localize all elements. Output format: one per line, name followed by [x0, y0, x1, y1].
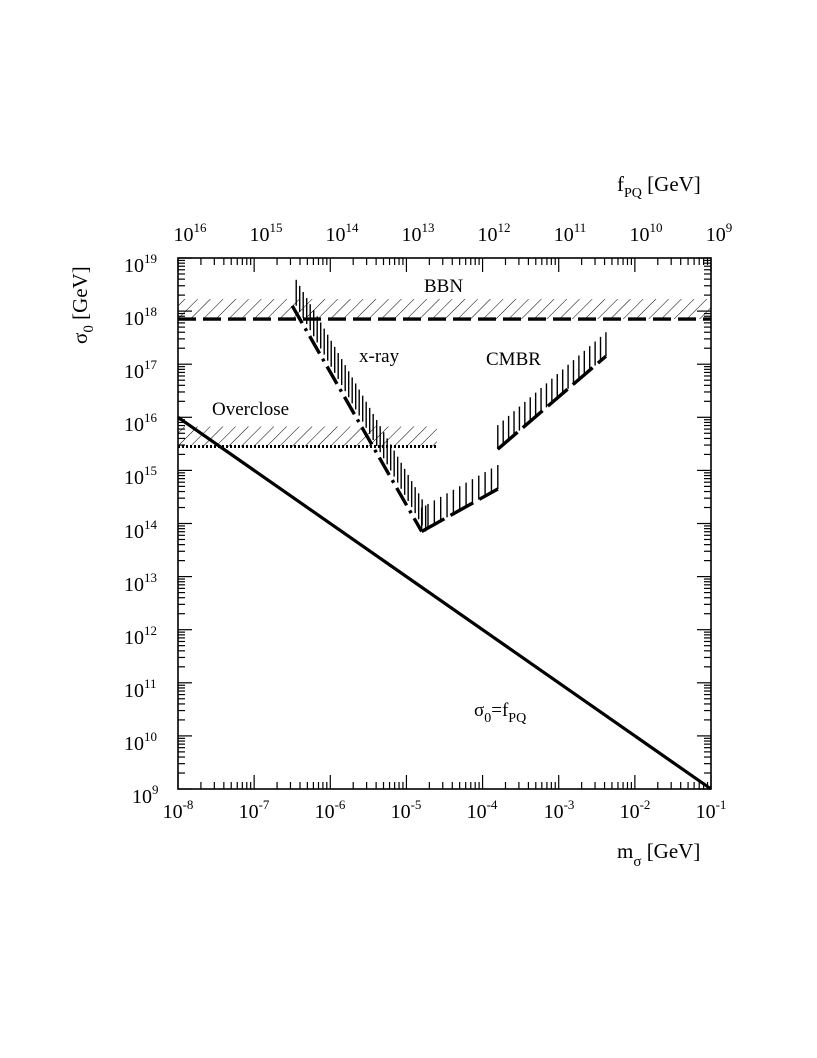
- y-tick-label: 1012: [124, 623, 157, 649]
- y-tick-label: 1016: [124, 410, 158, 436]
- x-tick-label: 10-3: [544, 797, 575, 823]
- hatch-band: [178, 426, 437, 447]
- x-tick-label: 10-2: [620, 797, 651, 823]
- top-tick-labels: 1016 1015 1014 1013 1012 1011 1010 109: [174, 220, 733, 246]
- plot-marks: [177, 279, 712, 791]
- top-tick-label: 109: [706, 220, 733, 246]
- x-tick-label: 10-1: [696, 797, 727, 823]
- series-line-long-dash: [496, 354, 608, 451]
- top-tick-label: 1012: [478, 220, 511, 246]
- top-tick-label: 1015: [250, 220, 283, 246]
- y-tick-label: 109: [132, 782, 159, 808]
- plot-frame: [177, 257, 712, 790]
- y-tick-label: 1010: [124, 729, 157, 755]
- y-axis-title: σ0 [GeV]: [68, 266, 97, 344]
- top-tick-label: 1010: [630, 220, 663, 246]
- x-tick-label: 10-8: [163, 797, 194, 823]
- bbn-label: BBN: [424, 276, 463, 297]
- x-tick-label: 10-5: [391, 797, 422, 823]
- x-tick-labels: 10-8 10-7 10-6 10-5 10-4 10-3 10-2 10-1: [163, 797, 727, 823]
- x-tick-label: 10-6: [315, 797, 346, 823]
- y-tick-label: 1019: [124, 251, 157, 277]
- xray-label: x-ray: [359, 346, 400, 367]
- line-label: σ0=fPQ: [474, 700, 526, 726]
- y-tick-label: 1014: [124, 517, 158, 543]
- x-tick-label: 10-4: [467, 797, 498, 823]
- top-tick-label: 1011: [554, 220, 587, 246]
- cmbr-label: CMBR: [486, 349, 541, 370]
- top-tick-label: 1016: [174, 220, 208, 246]
- top-tick-label: 1014: [326, 220, 360, 246]
- y-tick-label: 1017: [124, 357, 158, 383]
- y-tick-label: 1018: [124, 304, 157, 330]
- top-tick-label: 1013: [402, 220, 435, 246]
- top-axis-title: fPQ [GeV]: [617, 172, 701, 201]
- axis-ticks: [177, 257, 712, 790]
- y-tick-label: 1015: [124, 463, 157, 489]
- x-axis-title: mσ [GeV]: [617, 839, 700, 870]
- series-line-dash-dot: [290, 304, 424, 533]
- series-line-solid: [177, 415, 712, 791]
- series-line-long-dash: [420, 487, 499, 533]
- overclose-label: Overclose: [212, 399, 289, 420]
- x-tick-label: 10-7: [239, 797, 270, 823]
- y-tick-label: 1013: [124, 570, 157, 596]
- y-tick-labels: 109 1010 1011 1012 1013 1014 1015 1016 1…: [124, 251, 159, 808]
- hatch-band: [178, 299, 711, 320]
- y-tick-label: 1011: [124, 676, 157, 702]
